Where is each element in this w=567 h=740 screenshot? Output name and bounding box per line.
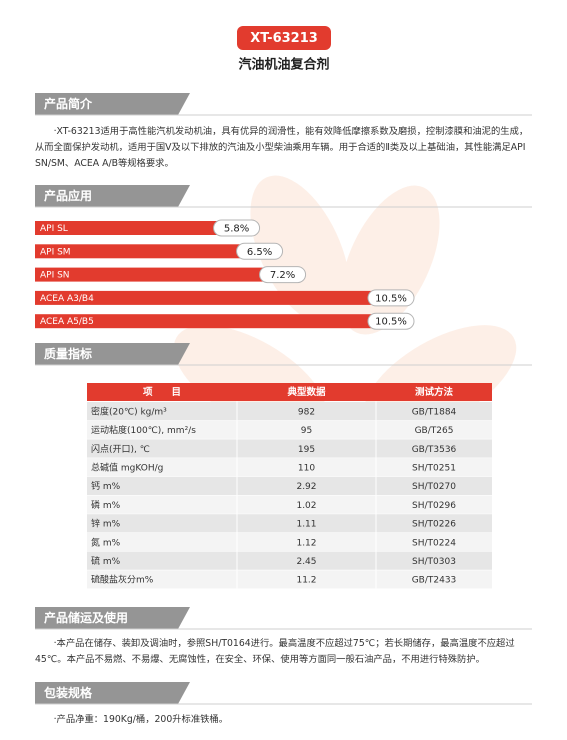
- table-row: [87, 551, 492, 571]
- value-label: 7.2%: [270, 270, 295, 281]
- bar: [35, 267, 272, 282]
- table-cell: 110: [298, 463, 315, 473]
- table-row: [87, 439, 492, 459]
- storage-text: ·本产品在储存、装卸及调油时，参照SH/T0164进行。最高温度不应超过75℃；…: [35, 638, 515, 665]
- section-heading: 产品应用: [44, 188, 92, 203]
- table-cell: SH/T0270: [412, 482, 456, 492]
- table-cell: GB/T3536: [412, 445, 457, 455]
- value-label: 5.8%: [224, 224, 249, 235]
- section-banner: [35, 185, 190, 207]
- table-cell: 982: [298, 407, 315, 417]
- bar-category: API SL: [40, 224, 68, 234]
- table-cell: 1.12: [296, 538, 316, 548]
- table-header: [87, 383, 492, 401]
- table-cell: 1.02: [296, 501, 316, 511]
- table-cell: 总碱值 mgKOH/g: [91, 461, 163, 473]
- table-cell: SH/T0296: [412, 501, 456, 511]
- bar: [35, 290, 380, 305]
- section-banner: [35, 682, 190, 704]
- table-cell: 闪点(开口), ℃: [91, 444, 150, 455]
- table-row: [87, 476, 492, 496]
- badge: [237, 26, 331, 50]
- table-cell: SH/T0303: [412, 557, 456, 567]
- value-pill: [236, 242, 284, 260]
- section-heading: 产品储运及使用: [44, 610, 128, 625]
- table-cell: 密度(20℃) kg/m³: [91, 405, 167, 417]
- table-cell: 锌 m%: [91, 518, 121, 530]
- table-cell: SH/T0251: [412, 463, 456, 473]
- column-header: 典型数据: [287, 386, 326, 398]
- table-row: [87, 570, 492, 589]
- table-cell: 钙 m%: [91, 480, 121, 492]
- value-label: 10.5%: [375, 317, 407, 328]
- value-pill: [367, 289, 415, 307]
- column-header: 项 目: [143, 387, 181, 398]
- page-title: 汽油机油复合剂: [238, 57, 329, 73]
- table-cell: SH/T0226: [412, 520, 456, 530]
- bar: [35, 244, 249, 259]
- table-row: [87, 420, 492, 440]
- packaging-text: ·产品净重：190Kg/桶，200升标准铁桶。: [53, 714, 229, 725]
- section-heading: 产品简介: [44, 96, 93, 111]
- badge-text: XT-63213: [250, 31, 318, 46]
- value-pill: [213, 219, 261, 237]
- table-row: [87, 514, 492, 533]
- bar: [35, 221, 226, 235]
- table-cell: 磷 m%: [91, 499, 121, 511]
- column-header: 测试方法: [415, 386, 454, 398]
- table-cell: 195: [298, 445, 315, 455]
- table-cell: 硫酸盐灰分m%: [91, 574, 154, 586]
- bar-category: API SN: [40, 271, 70, 281]
- table-cell: 氮 m%: [91, 536, 121, 548]
- value-label: 10.5%: [375, 293, 407, 304]
- value-pill: [367, 312, 415, 330]
- table-row: [87, 495, 492, 515]
- section-banner: [35, 607, 190, 629]
- table-cell: 1.11: [296, 520, 316, 530]
- section-banner: [35, 93, 190, 115]
- intro-text: ·XT-63213适用于高性能汽机发动机油，具有优异的润滑性，能有效降低摩擦系数…: [35, 126, 535, 169]
- section-heading: 包装规格: [43, 685, 93, 700]
- table-cell: 95: [301, 426, 312, 436]
- table-cell: 2.92: [296, 482, 316, 492]
- value-label: 6.5%: [247, 247, 272, 258]
- section-heading: 质量指标: [44, 346, 92, 361]
- bar-category: ACEA A3/B4: [40, 294, 94, 304]
- table-cell: GB/T2433: [412, 576, 457, 586]
- value-pill: [259, 266, 307, 284]
- table-cell: SH/T0224: [412, 538, 456, 548]
- table-row: [87, 458, 492, 477]
- bar-category: API SM: [40, 247, 71, 257]
- table-cell: GB/T265: [415, 426, 454, 436]
- table-cell: GB/T1884: [412, 407, 457, 417]
- table-cell: 2.45: [296, 557, 316, 567]
- section-banner: [35, 343, 190, 365]
- table-cell: 11.2: [296, 576, 316, 586]
- table-row: [87, 532, 492, 552]
- bar: [35, 314, 380, 329]
- table-cell: 运动粘度(100℃), mm²/s: [91, 424, 196, 436]
- table-row: [87, 402, 492, 421]
- bar-category: ACEA A5/B5: [40, 317, 94, 327]
- table-cell: 硫 m%: [91, 555, 121, 567]
